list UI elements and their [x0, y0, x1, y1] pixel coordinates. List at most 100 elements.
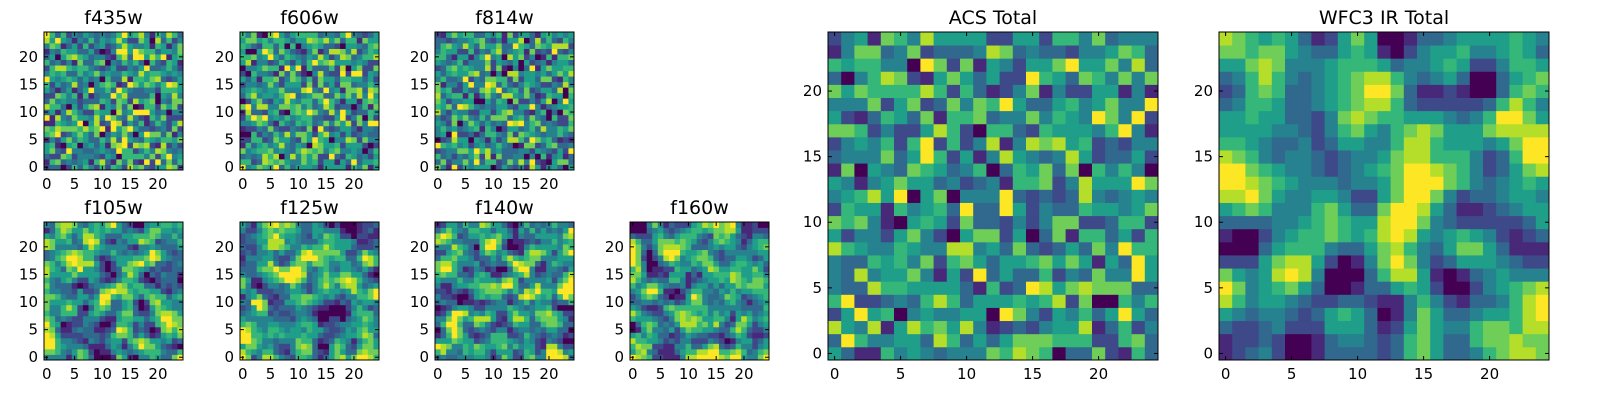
- heatmap-cell: [149, 81, 156, 88]
- heatmap-cell: [646, 249, 653, 256]
- heatmap-cell: [691, 288, 698, 295]
- heatmap-cell: [490, 153, 497, 160]
- heatmap-cell: [284, 299, 291, 306]
- heatmap-cell: [479, 299, 486, 306]
- heatmap-cell: [696, 299, 703, 306]
- heatmap-cell: [718, 321, 725, 328]
- heatmap-cell: [245, 282, 252, 289]
- heatmap-cell: [1131, 294, 1146, 308]
- heatmap-cell: [278, 48, 285, 55]
- heatmap-cell: [907, 333, 921, 348]
- heatmap-cell: [841, 176, 855, 190]
- heatmap-cell: [295, 136, 302, 143]
- heatmap-cell: [144, 310, 151, 317]
- heatmap-cell: [66, 43, 73, 49]
- heatmap-cell: [680, 282, 686, 289]
- heatmap-cell: [535, 54, 542, 60]
- heatmap-cell: [907, 294, 921, 308]
- heatmap-cell: [763, 315, 770, 322]
- heatmap-cell: [680, 255, 686, 262]
- heatmap-cell: [1039, 202, 1053, 217]
- heatmap-cell: [306, 255, 313, 262]
- heatmap-cell: [457, 249, 464, 256]
- heatmap-cell: [149, 337, 156, 344]
- heatmap-cell: [340, 277, 347, 284]
- heatmap-cell: [177, 293, 184, 300]
- heatmap-cell: [306, 354, 313, 361]
- heatmap-cell: [110, 266, 117, 273]
- heatmap-cell: [116, 304, 123, 311]
- heatmap-cell: [144, 158, 151, 165]
- heatmap-cell: [657, 348, 664, 355]
- heatmap-cell: [362, 120, 369, 127]
- heatmap-cell: [295, 266, 302, 273]
- heatmap-cell: [132, 244, 139, 250]
- heatmap-cell: [557, 32, 564, 38]
- heatmap-cell: [340, 310, 347, 317]
- heatmap-cell: [132, 70, 139, 77]
- heatmap-cell: [468, 37, 475, 44]
- heatmap-cell: [284, 249, 291, 256]
- heatmap-cell: [149, 266, 156, 273]
- heatmap-cell: [652, 293, 659, 300]
- heatmap-cell: [160, 255, 167, 262]
- heatmap-cell: [262, 92, 269, 99]
- heatmap-cell: [529, 76, 536, 83]
- heatmap-cell: [373, 98, 380, 105]
- heatmap-cell: [278, 244, 285, 250]
- heatmap-cell: [121, 131, 128, 138]
- heatmap-cell: [105, 136, 112, 143]
- heatmap-cell: [479, 343, 486, 350]
- heatmap-cell: [267, 98, 274, 105]
- heatmap-cell: [646, 315, 653, 322]
- heatmap-cell: [652, 260, 659, 267]
- heatmap-cell: [66, 153, 73, 160]
- heatmap-cell: [328, 222, 335, 228]
- heatmap-cell: [171, 81, 178, 88]
- heatmap-cell: [646, 343, 653, 350]
- heatmap-cell: [496, 109, 503, 116]
- heatmap-cell: [457, 277, 464, 284]
- heatmap-cell: [121, 238, 128, 245]
- heatmap-cell: [267, 249, 274, 256]
- heatmap-cell: [479, 354, 486, 361]
- heatmap-cell: [757, 255, 764, 262]
- heatmap-cell: [735, 354, 742, 361]
- heatmap-cell: [94, 142, 100, 149]
- heatmap-cell: [435, 255, 441, 262]
- heatmap-cell: [323, 59, 330, 66]
- heatmap-cell: [177, 282, 184, 289]
- heatmap-cell: [1078, 202, 1093, 217]
- heatmap-cell: [468, 109, 475, 116]
- heatmap-cell: [501, 70, 508, 77]
- heatmap-cell: [462, 48, 469, 55]
- heatmap-cell: [317, 136, 324, 143]
- heatmap-cell: [518, 315, 525, 322]
- heatmap-cell: [160, 48, 167, 55]
- heatmap-cell: [356, 65, 363, 72]
- heatmap-cell: [44, 103, 50, 110]
- heatmap-cell: [557, 293, 564, 300]
- heatmap-cell: [473, 70, 480, 77]
- heatmap-cell: [99, 59, 106, 66]
- heatmap-cell: [88, 98, 95, 105]
- heatmap-cell: [446, 103, 453, 110]
- heatmap-cell: [155, 332, 162, 339]
- heatmap-cell: [440, 125, 447, 132]
- heatmap-cell: [668, 249, 675, 256]
- heatmap-cell: [724, 255, 731, 262]
- heatmap-cell: [490, 266, 497, 273]
- heatmap-cell: [663, 266, 670, 273]
- heatmap-cell: [60, 153, 67, 160]
- heatmap-cell: [473, 98, 480, 105]
- heatmap-cell: [267, 238, 274, 245]
- heatmap-cell: [479, 244, 486, 250]
- heatmap-cell: [166, 54, 173, 60]
- heatmap-cell: [1131, 202, 1146, 217]
- heatmap-cell: [501, 227, 508, 234]
- heatmap-cell: [132, 120, 139, 127]
- heatmap-cell: [518, 92, 525, 99]
- heatmap-cell: [451, 249, 458, 256]
- heatmap-cell: [657, 249, 664, 256]
- heatmap-cell: [345, 142, 352, 149]
